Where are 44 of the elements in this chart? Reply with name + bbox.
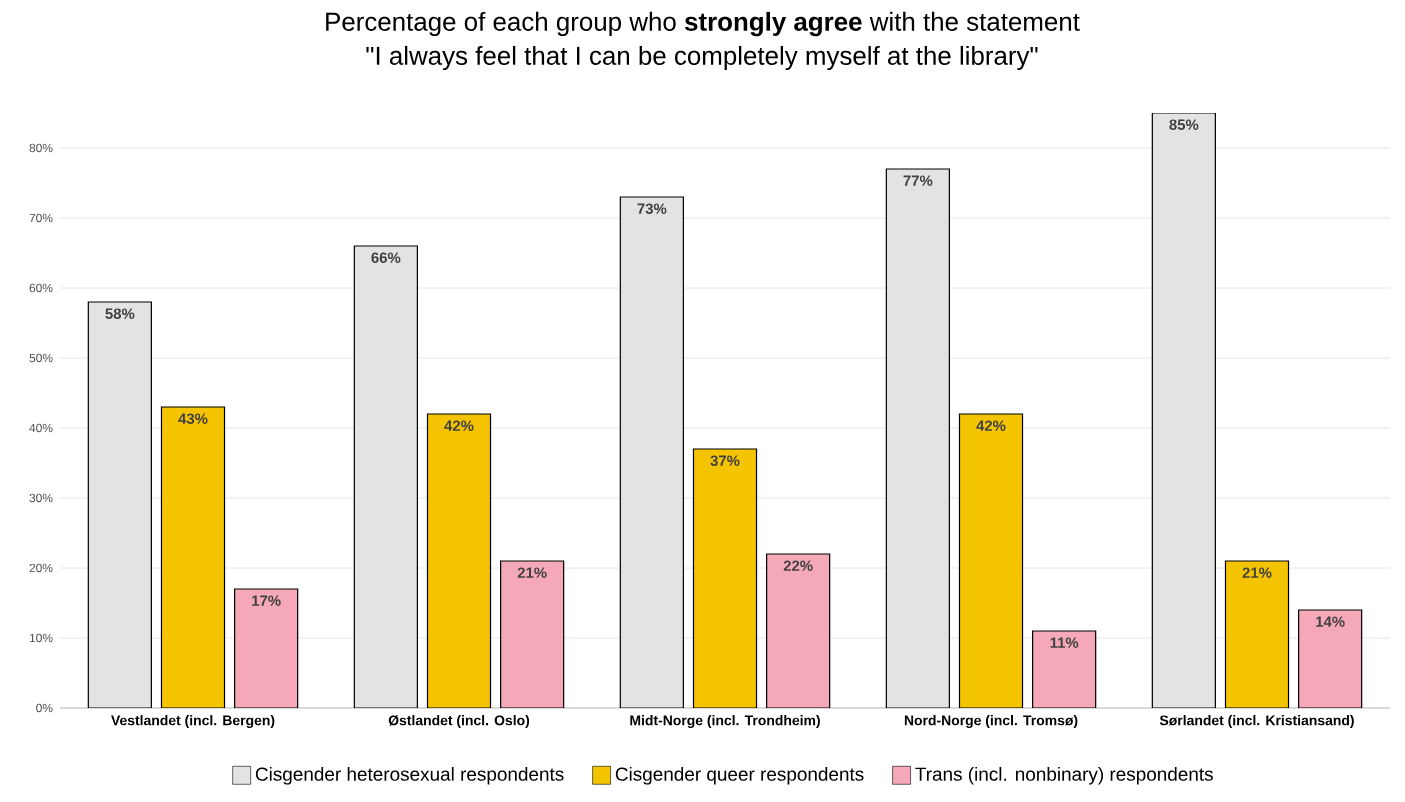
y-tick-label: 50% — [29, 353, 53, 363]
data-label: 73% — [637, 203, 667, 214]
bar — [692, 448, 758, 708]
legend-label: Cisgender queer respondents — [615, 766, 864, 785]
legend-label: Cisgender heterosexual respondents — [255, 766, 564, 785]
y-tick-label: 0% — [36, 703, 53, 713]
data-label: 37% — [710, 455, 740, 466]
data-label: 21% — [1242, 567, 1272, 578]
data-label: 14% — [1316, 616, 1345, 627]
x-tick-label: Nord-Norge (incl. Tromsø) — [904, 715, 1078, 729]
y-tick-label: 80% — [29, 143, 53, 153]
data-label: 42% — [444, 420, 474, 431]
bar — [1032, 630, 1097, 708]
x-tick-label: Sørlandet (incl. Kristiansand) — [1159, 715, 1354, 729]
bar — [1298, 609, 1363, 708]
y-tick-label: 20% — [29, 563, 53, 573]
y-tick-label: 30% — [29, 493, 53, 503]
x-tick-label: Midt-Norge (incl. Trondheim) — [630, 715, 820, 729]
bar — [958, 413, 1024, 708]
bar — [500, 560, 565, 708]
data-label: 42% — [976, 420, 1006, 431]
bar — [1224, 560, 1290, 708]
data-label: 66% — [371, 252, 401, 263]
data-label: 17% — [252, 595, 281, 606]
y-tick-label: 70% — [29, 213, 53, 223]
y-tick-label: 40% — [29, 423, 53, 433]
legend-label: Trans (incl. nonbinary) respondents — [915, 766, 1213, 785]
bar — [426, 413, 492, 708]
bar — [234, 588, 299, 708]
y-tick-label: 60% — [29, 283, 53, 293]
data-label: 58% — [105, 308, 135, 319]
x-tick-label: Østlandet (incl. Oslo) — [388, 715, 530, 729]
data-label: 43% — [178, 413, 208, 424]
data-label: 22% — [783, 560, 813, 571]
data-label: 77% — [903, 175, 933, 186]
chart-title: Percentage of each group who strongly agree with the statement — [326, 11, 1080, 37]
data-label: 21% — [517, 567, 547, 578]
x-tick-label: Vestlandet (incl. Bergen) — [111, 715, 275, 729]
bar — [160, 406, 226, 708]
data-label: 11% — [1050, 637, 1079, 648]
chart-subtitle: "I always feel that I can be completely myself at the library" — [366, 45, 1038, 71]
y-tick-label: 10% — [29, 633, 53, 643]
data-label: 85% — [1169, 119, 1199, 130]
bar — [766, 553, 831, 708]
